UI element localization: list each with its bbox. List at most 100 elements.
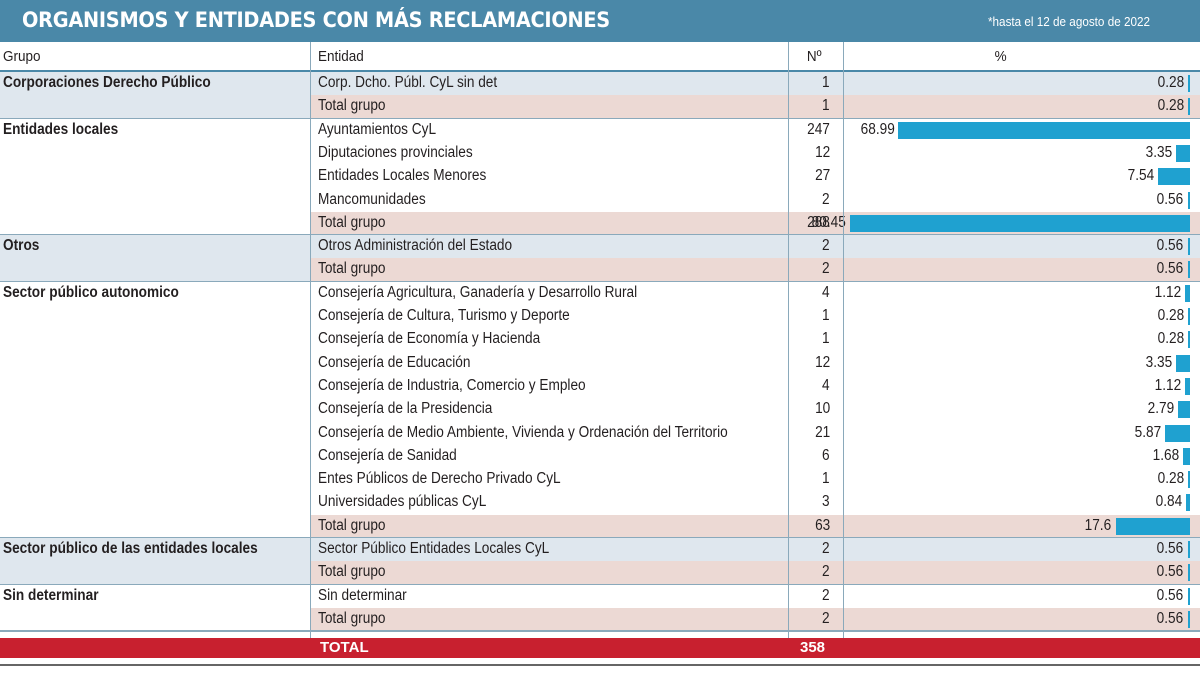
count-value: 2	[822, 609, 830, 627]
table-row: Consejería de Economía y Hacienda 1 0.28	[0, 328, 1200, 352]
percent-bar	[1115, 517, 1190, 535]
percent-cell: 68.99	[845, 119, 1190, 142]
group-cell-bg	[0, 188, 310, 212]
count-value: 21	[814, 423, 830, 441]
entity-name: Universidades públicas CyL	[318, 493, 487, 511]
group-cell-bg	[0, 444, 310, 469]
percent-value: 0.84	[1155, 493, 1183, 511]
entity-name: Total grupo	[318, 213, 386, 231]
table-header: Grupo Entidad Nº %	[0, 42, 1200, 72]
entity-name: Otros Administración del Estado	[318, 237, 513, 255]
percent-bar	[1187, 564, 1190, 582]
count-value: 63	[814, 516, 830, 534]
percent-bar	[1187, 587, 1190, 605]
table-row: Diputaciones provinciales 12 3.35	[0, 141, 1200, 166]
entity-cell-bg	[311, 468, 1200, 492]
total-count: 358	[800, 639, 826, 656]
table-row: Entidades Locales Menores 27 7.54	[0, 165, 1200, 189]
entity-cell-bg	[311, 538, 1200, 562]
count-value: 12	[814, 353, 830, 371]
percent-cell: 17.6	[845, 515, 1190, 538]
percent-cell: 0.56	[845, 258, 1190, 281]
table-row: Otros Otros Administración del Estado 2 0.5…	[0, 235, 1200, 259]
subtotal-row: Total grupo 2 0.56	[0, 258, 1200, 282]
group-name: Sector público de las entidades locales	[3, 540, 258, 557]
table-row: Consejería de Medio Ambiente, Vivienda y…	[0, 421, 1200, 445]
entity-cell-bg	[311, 374, 1200, 399]
percent-value: 0.56	[1157, 586, 1184, 604]
count-value: 4	[822, 376, 830, 394]
group-cell-bg	[0, 165, 310, 189]
count-value: 1	[822, 307, 830, 324]
entity-cell-bg	[311, 258, 1200, 282]
percent-value: 0.28	[1157, 74, 1184, 91]
percent-value: 0.56	[1157, 260, 1184, 278]
percent-bar	[1188, 471, 1190, 489]
group-name: Corporaciones Derecho Público	[3, 74, 211, 91]
table-row: Entes Públicos de Derecho Privado CyL 1 0.…	[0, 468, 1200, 492]
percent-cell: 1.68	[845, 445, 1190, 468]
table-row: Entidades locales Ayuntamientos CyL 247 68.…	[0, 118, 1200, 142]
group-cell-bg	[0, 468, 310, 492]
entity-cell-bg	[311, 305, 1200, 329]
entity-name: Entidades Locales Menores	[318, 167, 487, 185]
table-row: Universidades públicas CyL 3 0.84	[0, 491, 1200, 515]
entity-name: Total grupo	[318, 260, 386, 278]
entity-cell-bg	[311, 421, 1200, 445]
percent-cell: 3.35	[845, 142, 1190, 165]
percent-bar	[1187, 610, 1190, 628]
table-row: Consejería de Industria, Comercio y Empl…	[0, 374, 1200, 399]
percent-cell: 0.56	[845, 189, 1190, 212]
group-cell-bg	[0, 351, 310, 375]
entity-name: Corp. Dcho. Públ. CyL sin det	[318, 74, 498, 91]
entity-name: Consejería de Medio Ambiente, Vivienda y…	[318, 423, 728, 441]
count-value: 10	[814, 400, 830, 418]
percent-bar	[1182, 447, 1190, 465]
entity-cell-bg	[311, 235, 1200, 259]
subtotal-row: Total grupo 288 80.45	[0, 211, 1200, 236]
percent-cell: 7.54	[845, 165, 1190, 188]
group-divider	[0, 630, 1200, 633]
percent-bar	[1178, 401, 1190, 419]
group-cell-bg	[0, 538, 310, 562]
total-label: TOTAL	[320, 639, 369, 656]
entity-name: Total grupo	[318, 563, 386, 581]
entity-name: Diputaciones provinciales	[318, 143, 473, 161]
group-name: Sector público autonomico	[3, 283, 179, 301]
percent-cell: 0.56	[845, 561, 1190, 584]
group-cell-bg	[0, 118, 310, 142]
percent-bar	[1187, 238, 1190, 256]
percent-cell: 0.56	[845, 585, 1190, 608]
group-cell-bg	[0, 235, 310, 259]
entity-name: Mancomunidades	[318, 190, 426, 208]
entity-cell-bg	[311, 165, 1200, 189]
percent-cell: 0.28	[845, 305, 1190, 328]
percent-cell: 0.28	[845, 72, 1190, 95]
percent-cell: 3.35	[845, 352, 1190, 375]
table-row: Sector público autonomico Consejería Agri…	[0, 281, 1200, 305]
group-cell-bg	[0, 211, 310, 236]
percent-value: 3.35	[1145, 353, 1172, 371]
group-name: Entidades locales	[3, 120, 119, 138]
count-value: 3	[822, 493, 830, 511]
entity-cell-bg	[311, 281, 1200, 305]
count-value: 1	[822, 470, 830, 488]
column-divider	[310, 42, 311, 638]
percent-value: 3.35	[1145, 143, 1172, 161]
col-header-pct: %	[994, 48, 1007, 65]
column-divider	[788, 42, 789, 638]
col-header-entidad: Entidad	[318, 48, 364, 65]
entity-cell-bg	[311, 72, 1200, 96]
table-row: Consejería de Educación 12 3.35	[0, 351, 1200, 375]
table-row: Consejería de Sanidad 6 1.68	[0, 444, 1200, 469]
percent-cell: 0.56	[845, 608, 1190, 631]
entity-name: Ayuntamientos CyL	[318, 120, 437, 138]
count-value: 247	[807, 120, 830, 138]
entity-cell-bg	[311, 584, 1200, 608]
group-cell-bg	[0, 258, 310, 282]
entity-name: Total grupo	[318, 97, 386, 115]
percent-cell: 5.87	[845, 422, 1190, 445]
count-value: 27	[814, 167, 830, 185]
count-value: 288	[807, 213, 830, 231]
percent-cell: 0.28	[845, 468, 1190, 491]
